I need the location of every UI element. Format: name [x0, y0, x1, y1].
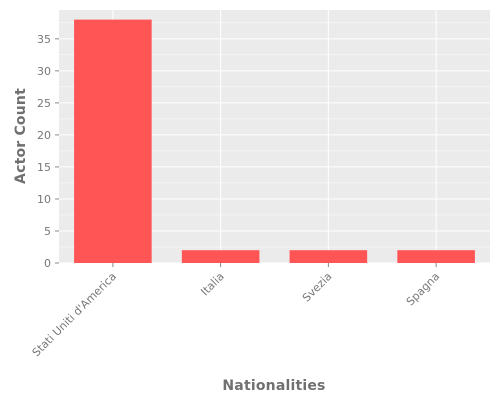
x-tick-label: Svezia — [300, 270, 335, 305]
bars — [74, 19, 475, 264]
y-tick-label: 35 — [37, 33, 51, 46]
bar-italia — [181, 250, 260, 263]
y-tick-label: 15 — [37, 161, 51, 174]
bar-spagna — [397, 250, 475, 263]
y-tick-label: 10 — [37, 193, 51, 206]
x-axis-ticks: Stati Uniti d'America Italia Svezia Spagna — [30, 263, 442, 359]
x-tick-label: Spagna — [404, 270, 442, 308]
x-tick-label: Italia — [198, 270, 226, 298]
y-axis-title: Actor Count — [13, 88, 29, 184]
x-tick-label: Stati Uniti d'America — [30, 270, 119, 359]
y-tick-label: 0 — [44, 257, 51, 270]
y-tick-label: 30 — [37, 65, 51, 78]
x-axis-title: Nationalities — [222, 378, 325, 394]
y-tick-label: 5 — [44, 225, 51, 238]
bar-stati-uniti-d-america — [74, 19, 152, 264]
y-axis-ticks: 0 5 10 15 20 25 30 35 — [37, 33, 59, 270]
bar-svezia — [289, 250, 368, 263]
y-tick-label: 25 — [37, 97, 51, 110]
y-tick-label: 20 — [37, 129, 51, 142]
